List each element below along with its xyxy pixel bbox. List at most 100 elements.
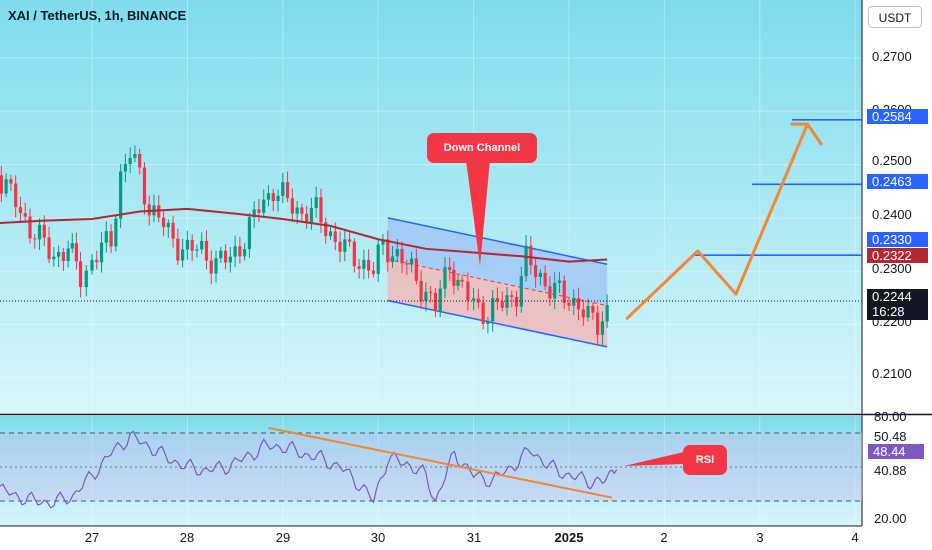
projection-path	[625, 122, 824, 321]
candle-body	[390, 256, 395, 263]
current-price-tag: 0.2244 16:28	[867, 289, 928, 320]
candle-body	[371, 270, 376, 274]
candle-body	[505, 295, 509, 308]
candle-body	[262, 199, 266, 213]
candle-body	[257, 209, 261, 213]
candle-body	[18, 207, 23, 214]
candle-body	[176, 238, 180, 261]
candle-body	[433, 292, 438, 312]
candle-body	[74, 243, 79, 262]
candle-body	[500, 301, 504, 308]
channel-upper-fill	[387, 217, 608, 306]
candle-body	[438, 288, 442, 312]
moving-average-line	[0, 207, 608, 263]
candle-body	[233, 246, 237, 257]
candle-body	[42, 224, 46, 238]
price-tag-target-2: 0.2463	[867, 174, 928, 189]
candle-body	[166, 222, 170, 228]
rsi-value-tag: 48.44	[868, 444, 924, 459]
price-tick: 0.2400	[872, 207, 912, 222]
candle-body	[281, 182, 285, 196]
time-tick: 4	[851, 530, 859, 545]
time-tick: 28	[179, 530, 195, 545]
candle-body	[591, 306, 595, 313]
candle-body	[538, 272, 542, 278]
candle-body	[460, 279, 464, 282]
candle-body	[243, 249, 247, 257]
candle-body	[600, 321, 604, 335]
time-tick: 3	[756, 530, 764, 545]
candle-body	[290, 198, 294, 214]
candle-body	[84, 270, 88, 288]
candle-body	[214, 258, 218, 274]
candle-body	[367, 259, 371, 271]
candle-body	[271, 193, 275, 202]
price-tag-target-1: 0.2330	[867, 232, 928, 247]
channel-mid-line	[387, 258, 608, 307]
candle-body	[204, 240, 209, 261]
candle-body	[514, 296, 519, 307]
rsi-callout[interactable]: RSI	[683, 445, 727, 475]
candle-body	[519, 276, 523, 307]
candle-body	[52, 256, 56, 260]
price-tick: 0.2100	[872, 366, 912, 381]
candle-body	[495, 297, 500, 302]
candle-body	[586, 306, 590, 318]
candle-body	[171, 222, 175, 239]
candle-body	[476, 298, 480, 303]
time-tick: 27	[84, 530, 100, 545]
candle-body	[419, 280, 423, 301]
candle-body	[400, 248, 404, 264]
channel-lower-line	[387, 299, 608, 348]
candle-body	[238, 246, 242, 257]
candle-body	[581, 309, 585, 318]
candle-body	[409, 258, 414, 265]
candle-body	[28, 216, 32, 239]
channel-upper-line	[387, 217, 608, 266]
candle-body	[405, 263, 409, 265]
candle-body	[61, 251, 65, 261]
candle-body	[567, 302, 571, 306]
down-channel-callout[interactable]: Down Channel	[427, 133, 537, 163]
candle-body	[357, 266, 361, 269]
candle-body	[181, 249, 185, 261]
candle-body	[223, 250, 228, 263]
time-tick: 31	[466, 530, 482, 545]
candle-body	[200, 240, 204, 250]
time-tick: 29	[275, 530, 291, 545]
price-tick: 0.2500	[872, 153, 912, 168]
candle-body	[343, 239, 347, 252]
candle-body	[78, 261, 83, 288]
candle-body	[104, 231, 108, 243]
candle-body	[386, 239, 390, 263]
candle-body	[142, 167, 147, 205]
currency-selector[interactable]: USDT	[868, 6, 922, 28]
candle-body	[429, 291, 433, 293]
candle-body	[448, 267, 452, 270]
candle-body	[128, 157, 132, 165]
candle-body	[295, 207, 299, 214]
candle-body	[314, 197, 318, 208]
candle-body	[352, 241, 356, 267]
candle-body	[491, 297, 495, 322]
candle-body	[228, 256, 232, 263]
rsi-tick: 80.00	[874, 409, 907, 424]
price-pane-background	[0, 0, 862, 414]
rsi-callout-pointer	[624, 452, 684, 466]
candle-body	[309, 207, 314, 224]
candle-body	[4, 179, 8, 194]
candle-body	[219, 250, 223, 259]
rsi-tick: 40.88	[874, 463, 907, 478]
candles	[0, 145, 609, 346]
candle-body	[543, 272, 547, 287]
candle-body	[266, 193, 271, 200]
candle-body	[195, 249, 199, 251]
rsi-tick: 20.00	[874, 511, 907, 526]
candle-body	[14, 183, 18, 208]
price-tick: 0.2300	[872, 261, 912, 276]
time-tick: 2025	[554, 530, 584, 545]
candle-body	[481, 302, 485, 324]
bar-countdown: 16:28	[872, 304, 905, 319]
